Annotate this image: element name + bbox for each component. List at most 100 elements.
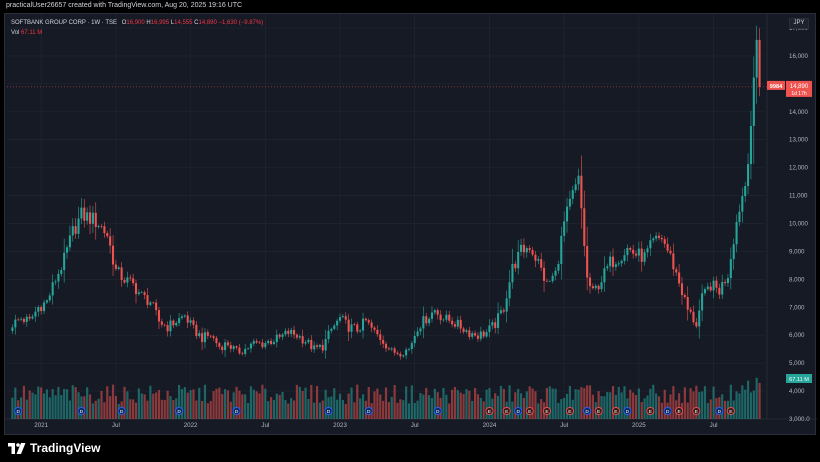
symbol-name[interactable]: SOFTBANK GROUP CORP · 1W · TSE bbox=[11, 20, 118, 26]
candle-body bbox=[701, 293, 704, 311]
candle-body bbox=[390, 348, 393, 350]
volume-bar bbox=[34, 394, 37, 419]
earnings-marker-label: E bbox=[678, 409, 681, 415]
volume-bar bbox=[746, 380, 750, 419]
volume-bar bbox=[206, 403, 209, 419]
x-tick-label: Jul bbox=[261, 422, 269, 429]
candle-body bbox=[551, 275, 554, 282]
volume-bar bbox=[367, 386, 370, 419]
volume-bar bbox=[189, 390, 192, 419]
volume-bar bbox=[40, 387, 43, 419]
volume-bar bbox=[422, 394, 425, 419]
candle-body bbox=[203, 332, 206, 343]
chart-canvas[interactable]: 3,000.0 4,000 5,000 6,000 7,000 8,000 9,000 10,… bbox=[5, 14, 817, 436]
candle-body bbox=[106, 233, 109, 237]
candle-body bbox=[405, 349, 408, 356]
candle-body bbox=[134, 283, 138, 295]
volume-bar bbox=[221, 393, 224, 419]
dividend-marker-icon bbox=[324, 406, 333, 416]
candle-body bbox=[132, 278, 135, 284]
volume-bar bbox=[554, 388, 557, 419]
y-tick-label: 7,000 bbox=[789, 304, 805, 311]
volume-bar bbox=[588, 385, 592, 419]
candle-body bbox=[672, 253, 675, 270]
last-price-tag-label: 14,890 bbox=[790, 84, 809, 90]
candle-body bbox=[206, 332, 209, 336]
volume-bar bbox=[399, 399, 402, 419]
candle-body bbox=[37, 307, 40, 312]
dividend-marker-label: D bbox=[367, 409, 371, 415]
volume-bar bbox=[586, 385, 589, 419]
created-by-text: practicalUser26657 created with TradingV… bbox=[6, 2, 243, 9]
legend-line-1: SOFTBANK GROUP CORP · 1W · TSE O16,900 H… bbox=[11, 18, 263, 28]
volume-bar bbox=[341, 399, 344, 419]
volume-bar bbox=[387, 402, 390, 419]
volume-bar bbox=[267, 401, 270, 419]
candle-body bbox=[439, 314, 442, 321]
candle-body bbox=[166, 325, 169, 332]
ticker-tag-label: 9984 bbox=[770, 84, 783, 90]
candle-body bbox=[732, 244, 735, 260]
volume-bar bbox=[448, 403, 451, 419]
volume-bar bbox=[413, 403, 416, 419]
candle-body bbox=[706, 286, 709, 290]
candle-body bbox=[123, 279, 126, 283]
candle-body bbox=[655, 235, 658, 239]
volume-bar bbox=[68, 400, 71, 419]
earnings-marker-icon bbox=[502, 406, 511, 416]
volume-bar bbox=[77, 392, 80, 419]
volume-bar bbox=[14, 387, 17, 419]
volume-bar bbox=[255, 391, 258, 419]
volume-bar bbox=[646, 395, 649, 419]
volume-bar bbox=[528, 386, 531, 419]
currency-button[interactable]: JPY bbox=[789, 18, 809, 29]
candle-body bbox=[675, 269, 678, 273]
candle-body bbox=[249, 343, 252, 349]
volume-bar bbox=[545, 388, 549, 419]
candle-body bbox=[448, 314, 451, 321]
volume-bar bbox=[580, 387, 583, 419]
earnings-marker-label: E bbox=[528, 409, 531, 415]
candle-body bbox=[747, 164, 750, 187]
volume-bar bbox=[637, 388, 640, 419]
candle-body bbox=[548, 281, 551, 282]
volume-bar bbox=[459, 392, 462, 419]
volume-bar bbox=[473, 387, 477, 419]
volume-bar bbox=[22, 385, 26, 419]
candle-body bbox=[344, 316, 347, 320]
candle-body bbox=[149, 302, 152, 305]
earnings-marker-label: E bbox=[729, 409, 732, 415]
candle-body bbox=[712, 280, 715, 291]
candle-body bbox=[399, 353, 402, 357]
tradingview-logo[interactable]: TradingView bbox=[8, 441, 100, 455]
volume-bar bbox=[741, 385, 744, 419]
volume-bar bbox=[336, 399, 339, 419]
dividend-marker-label: D bbox=[235, 409, 239, 415]
candle-body bbox=[186, 315, 189, 323]
x-tick-label: 2023 bbox=[333, 422, 347, 429]
volume-bar bbox=[410, 385, 413, 419]
open-value: 16,900 bbox=[126, 20, 145, 26]
candle-body bbox=[307, 339, 310, 343]
candle-body bbox=[11, 327, 14, 331]
candle-body bbox=[617, 263, 620, 265]
volume-bar bbox=[574, 389, 577, 419]
volume-bar bbox=[315, 385, 319, 419]
candle-body bbox=[267, 340, 270, 344]
volume-bar bbox=[384, 387, 388, 419]
candle-body bbox=[402, 355, 405, 357]
earnings-marker-label: E bbox=[505, 409, 508, 415]
candle-body bbox=[152, 302, 155, 304]
chart-frame[interactable]: 3,000.0 4,000 5,000 6,000 7,000 8,000 9,000 10,… bbox=[4, 13, 817, 436]
volume-bar bbox=[324, 389, 327, 419]
candle-body bbox=[313, 345, 316, 350]
volume-bar bbox=[402, 400, 405, 419]
volume-bar bbox=[258, 393, 261, 419]
candle-body bbox=[407, 348, 411, 350]
candle-body bbox=[83, 207, 86, 221]
volume-bar bbox=[244, 394, 247, 419]
volume-bar bbox=[502, 388, 505, 419]
volume-bar bbox=[485, 389, 488, 419]
candle-body bbox=[126, 277, 129, 283]
